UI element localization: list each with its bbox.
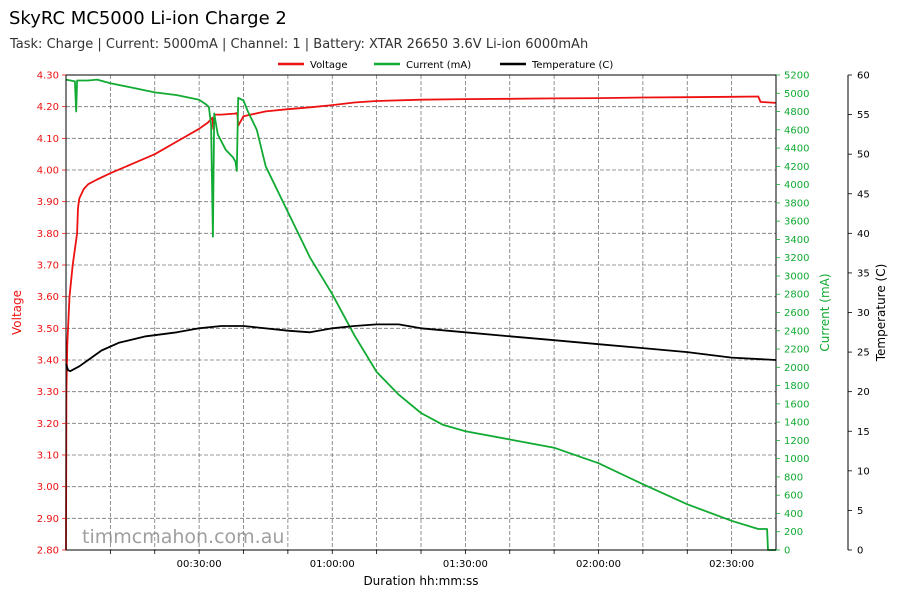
voltage-tick-label: 4.20 — [37, 102, 59, 113]
temperature-tick-label: 30 — [857, 308, 870, 319]
voltage-tick-label: 2.90 — [37, 514, 59, 525]
current-tick-label: 5200 — [784, 71, 809, 82]
temperature-tick-label: 5 — [857, 506, 863, 517]
legend-label-temperature: Temperature (C) — [531, 60, 613, 71]
current-tick-label: 2400 — [784, 326, 809, 337]
voltage-tick-label: 3.00 — [37, 482, 59, 493]
temperature-tick-label: 20 — [857, 387, 870, 398]
current-tick-label: 800 — [784, 472, 803, 483]
temperature-tick-label: 15 — [857, 427, 870, 438]
voltage-tick-label: 4.00 — [37, 166, 59, 177]
x-tick-label: 01:00:00 — [310, 559, 355, 570]
voltage-tick-label: 3.50 — [37, 324, 59, 335]
current-tick-label: 2800 — [784, 290, 809, 301]
series-line-current — [65, 78, 776, 551]
temperature-axis-label: Temperature (C) — [874, 264, 888, 363]
voltage-tick-label: 3.90 — [37, 197, 59, 208]
legend: Voltage Current (mA) Temperature (C) — [278, 60, 613, 71]
current-tick-label: 2600 — [784, 308, 809, 319]
current-tick-label: 5000 — [784, 89, 809, 100]
voltage-tick-label: 3.30 — [37, 387, 59, 398]
temperature-tick-label: 35 — [857, 268, 870, 279]
temperature-tick-label: 25 — [857, 348, 870, 359]
voltage-axis-label: Voltage — [10, 290, 24, 335]
temperature-tick-label: 55 — [857, 110, 870, 121]
current-tick-label: 3800 — [784, 198, 809, 209]
x-axis-label: Duration hh:mm:ss — [363, 574, 478, 588]
temperature-tick-label: 10 — [857, 466, 870, 477]
current-tick-label: 4600 — [784, 125, 809, 136]
series-line-temperature — [65, 323, 777, 372]
temperature-tick-label: 0 — [857, 546, 863, 557]
current-tick-label: 3400 — [784, 235, 809, 246]
voltage-tick-label: 3.80 — [37, 229, 59, 240]
axis-layer: 00:30:00 01:00:00 01:30:00 02:00:00 02:30:00… — [10, 71, 888, 589]
chart-subtitle: Task: Charge | Current: 5000mA | Channel… — [10, 37, 589, 52]
x-tick-label: 00:30:00 — [177, 559, 222, 570]
voltage-tick-label: 3.40 — [37, 356, 59, 367]
chart-title: SkyRC MC5000 Li-ion Charge 2 — [9, 8, 287, 29]
watermark: timmcmahon.com.au — [82, 526, 284, 548]
current-tick-label: 1400 — [784, 418, 809, 429]
temperature-tick-label: 40 — [857, 229, 870, 240]
voltage-tick-label: 4.10 — [37, 134, 59, 145]
current-tick-label: 4200 — [784, 162, 809, 173]
current-tick-label: 2000 — [784, 363, 809, 374]
current-tick-label: 3000 — [784, 271, 809, 282]
temperature-tick-label: 45 — [857, 189, 870, 200]
current-tick-label: 1600 — [784, 399, 809, 410]
current-tick-label: 200 — [784, 527, 803, 538]
current-tick-label: 0 — [784, 546, 790, 557]
x-tick-label: 01:30:00 — [443, 559, 488, 570]
current-tick-label: 600 — [784, 491, 803, 502]
x-tick-label: 02:30:00 — [709, 559, 754, 570]
current-tick-label: 1000 — [784, 454, 809, 465]
voltage-tick-label: 2.80 — [37, 546, 59, 557]
current-tick-label: 2200 — [784, 345, 809, 356]
grid-layer — [66, 75, 776, 550]
current-tick-label: 3600 — [784, 217, 809, 228]
current-tick-label: 4800 — [784, 107, 809, 118]
current-tick-label: 1800 — [784, 381, 809, 392]
voltage-tick-label: 3.60 — [37, 292, 59, 303]
current-axis-label: Current (mA) — [818, 273, 832, 351]
current-tick-label: 400 — [784, 509, 803, 520]
voltage-tick-label: 3.20 — [37, 419, 59, 430]
temperature-tick-label: 60 — [857, 71, 870, 82]
voltage-tick-label: 3.10 — [37, 451, 59, 462]
temperature-tick-label: 50 — [857, 150, 870, 161]
x-tick-label: 02:00:00 — [576, 559, 621, 570]
current-tick-label: 4400 — [784, 144, 809, 155]
voltage-tick-label: 3.70 — [37, 261, 59, 272]
current-tick-label: 1200 — [784, 436, 809, 447]
current-tick-label: 4000 — [784, 180, 809, 191]
legend-label-voltage: Voltage — [310, 60, 348, 71]
series-line-voltage — [65, 95, 777, 551]
current-tick-label: 3200 — [784, 253, 809, 264]
legend-label-current: Current (mA) — [406, 60, 471, 71]
series-layer — [65, 78, 777, 551]
voltage-tick-label: 4.30 — [37, 71, 59, 82]
